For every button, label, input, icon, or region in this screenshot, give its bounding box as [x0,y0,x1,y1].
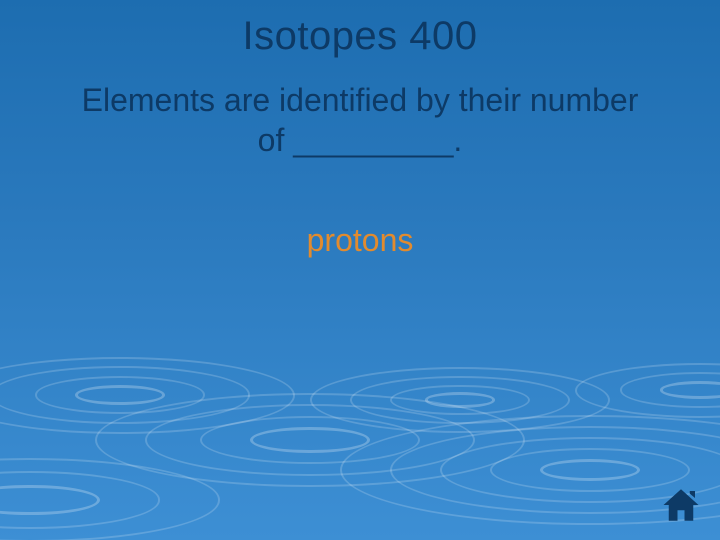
home-button[interactable] [660,484,702,526]
water-ripple [75,385,165,405]
water-ripple [250,427,370,453]
jeopardy-slide: Isotopes 400 Elements are identified by … [0,0,720,540]
answer-text: protons [0,222,720,259]
home-icon [660,484,702,526]
slide-title: Isotopes 400 [0,14,720,59]
water-ripple [540,459,640,481]
question-text: Elements are identified by their number … [70,80,650,160]
